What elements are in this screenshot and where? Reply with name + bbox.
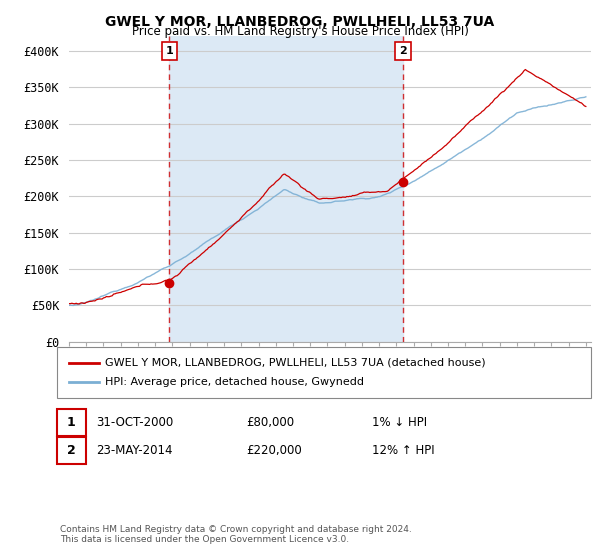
Text: 12% ↑ HPI: 12% ↑ HPI <box>372 444 434 458</box>
Text: Contains HM Land Registry data © Crown copyright and database right 2024.
This d: Contains HM Land Registry data © Crown c… <box>60 525 412 544</box>
Text: 2: 2 <box>67 444 76 458</box>
Text: 2: 2 <box>400 46 407 56</box>
Bar <box>169 36 403 342</box>
Text: 1: 1 <box>166 46 173 56</box>
Text: 31-OCT-2000: 31-OCT-2000 <box>96 416 173 430</box>
Text: GWEL Y MOR, LLANBEDROG, PWLLHELI, LL53 7UA: GWEL Y MOR, LLANBEDROG, PWLLHELI, LL53 7… <box>106 15 494 29</box>
Text: 23-MAY-2014: 23-MAY-2014 <box>96 444 173 458</box>
Text: Price paid vs. HM Land Registry's House Price Index (HPI): Price paid vs. HM Land Registry's House … <box>131 25 469 38</box>
Text: HPI: Average price, detached house, Gwynedd: HPI: Average price, detached house, Gwyn… <box>105 377 364 388</box>
Text: GWEL Y MOR, LLANBEDROG, PWLLHELI, LL53 7UA (detached house): GWEL Y MOR, LLANBEDROG, PWLLHELI, LL53 7… <box>105 357 485 367</box>
Text: 1% ↓ HPI: 1% ↓ HPI <box>372 416 427 430</box>
Text: £220,000: £220,000 <box>246 444 302 458</box>
Text: £80,000: £80,000 <box>246 416 294 430</box>
Text: 1: 1 <box>67 416 76 430</box>
